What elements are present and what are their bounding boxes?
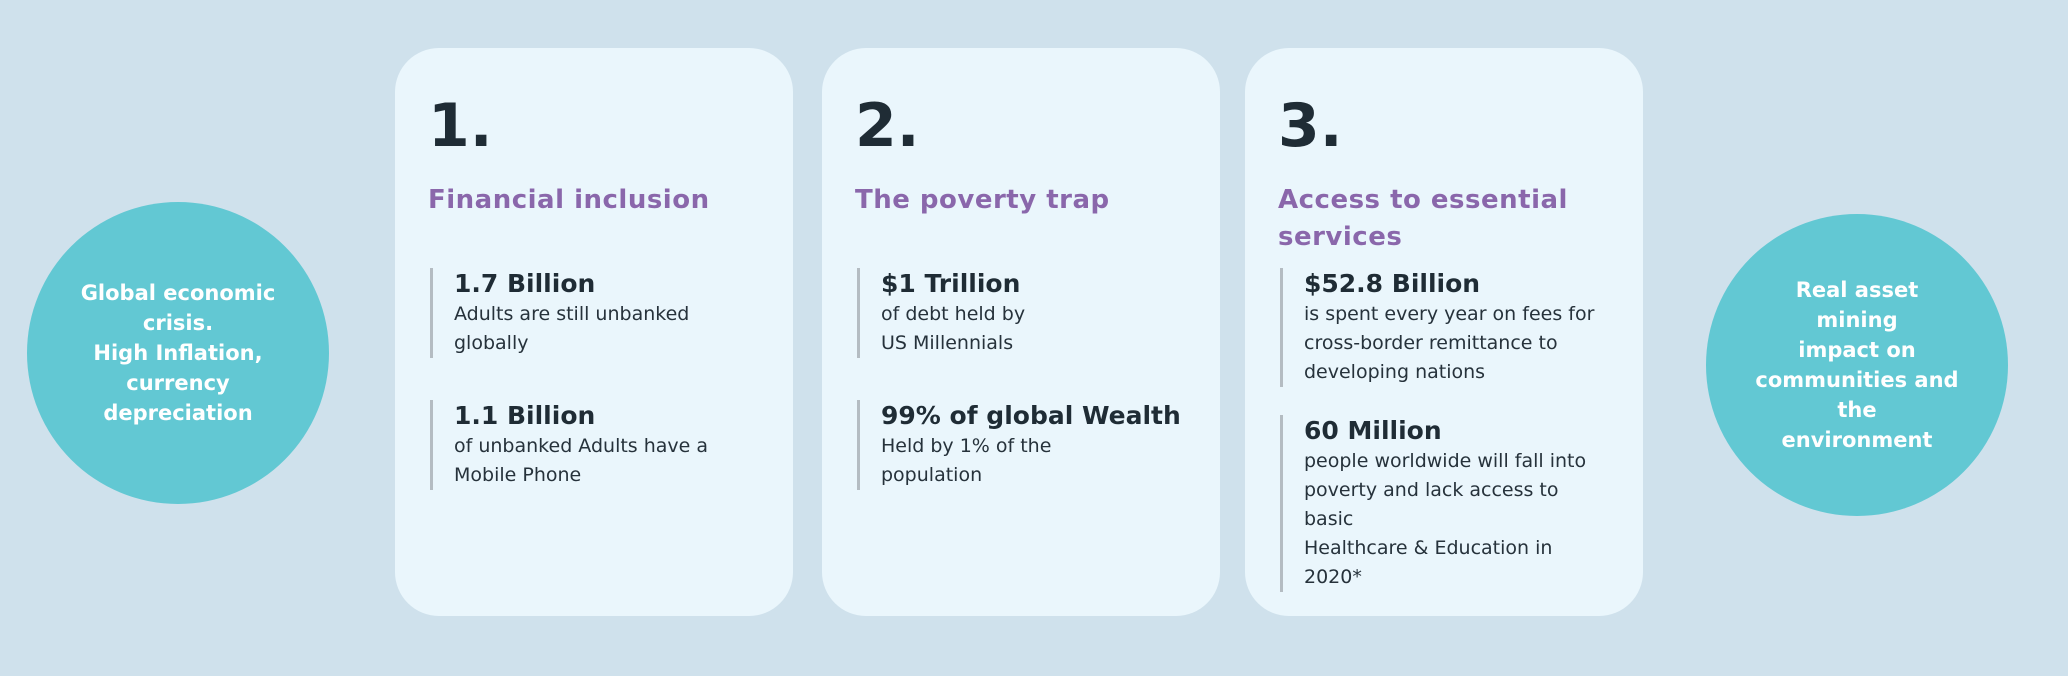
stat-value: 60 Million (1304, 416, 1442, 445)
stat-block: 99% of global Wealth Held by 1% of the p… (857, 400, 1184, 490)
stat-description: people worldwide will fall into poverty … (1304, 450, 1587, 588)
global-crisis-text: Global economic crisis. High Inflation, … (80, 281, 276, 425)
stat-block: 1.1 Billion of unbanked Adults have a Mo… (430, 400, 757, 490)
stat-block: 60 Million people worldwide will fall in… (1280, 415, 1607, 592)
stat-value: $52.8 Billion (1304, 269, 1481, 298)
card-essential-services: 3. Access to essential services $52.8 Bi… (1245, 48, 1643, 616)
card-number: 2. (855, 91, 920, 161)
stat-value: 1.7 Billion (454, 269, 596, 298)
card-financial-inclusion: 1. Financial inclusion 1.7 Billion Adult… (395, 48, 793, 616)
stat-value: 1.1 Billion (454, 401, 596, 430)
stat-block: $1 Trillion of debt held by US Millennia… (857, 268, 1184, 358)
stat-value: $1 Trillion (881, 269, 1021, 298)
card-title: The poverty trap (855, 185, 1110, 215)
stat-description: of unbanked Adults have a Mobile Phone (454, 435, 709, 486)
stat-description: Adults are still unbanked globally (454, 303, 690, 354)
card-number: 3. (1278, 91, 1343, 161)
card-title: Financial inclusion (428, 185, 710, 215)
stat-block: 1.7 Billion Adults are still unbanked gl… (430, 268, 757, 358)
stat-description: is spent every year on fees for cross-bo… (1304, 303, 1595, 383)
stat-value: 99% of global Wealth (881, 401, 1181, 430)
global-crisis-circle: Global economic crisis. High Inflation, … (27, 202, 329, 504)
stat-description: of debt held by US Millennials (881, 303, 1026, 354)
card-number: 1. (428, 91, 493, 161)
stat-description: Held by 1% of the population (881, 435, 1052, 486)
card-poverty-trap: 2. The poverty trap $1 Trillion of debt … (822, 48, 1220, 616)
stat-block: $52.8 Billion is spent every year on fee… (1280, 268, 1607, 387)
mining-impact-text: Real asset mining impact on communities … (1755, 278, 1959, 452)
mining-impact-circle: Real asset mining impact on communities … (1706, 214, 2008, 516)
card-title: Access to essential services (1278, 185, 1568, 252)
